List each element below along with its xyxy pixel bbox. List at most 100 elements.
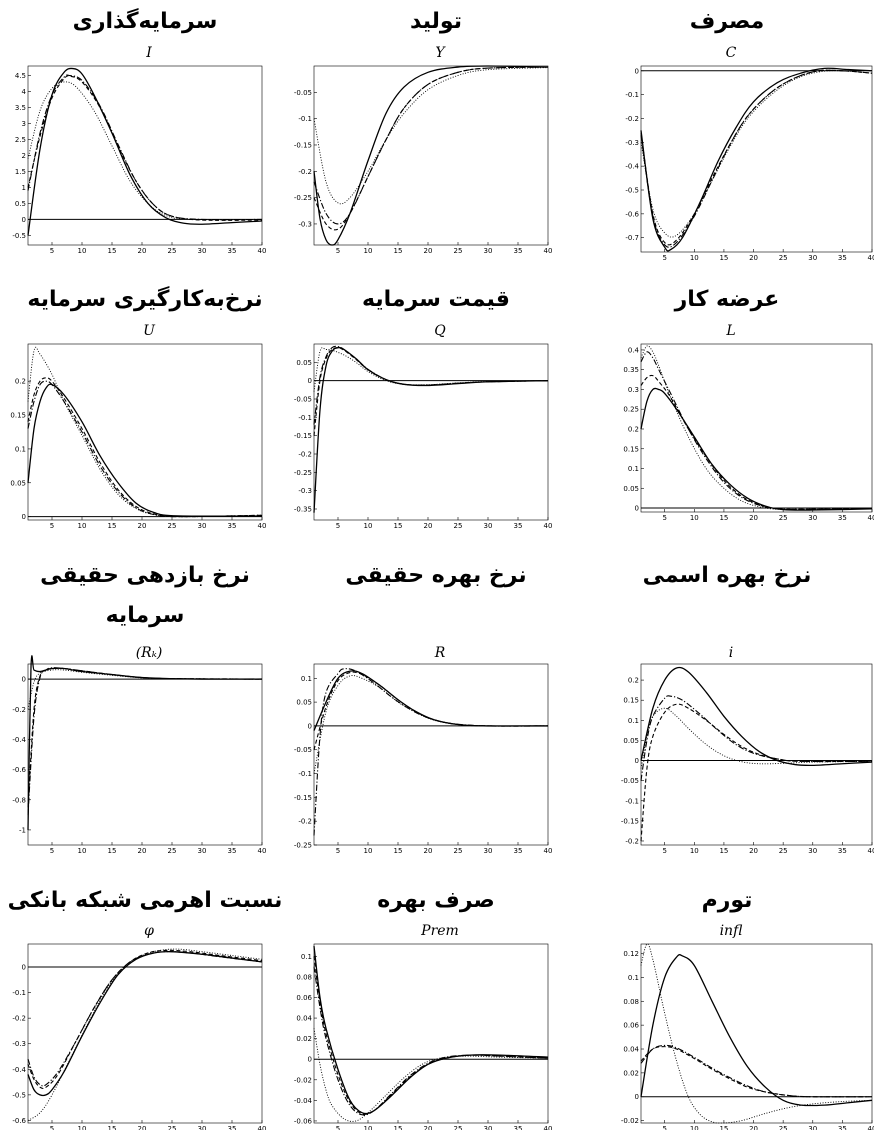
panel-6: عرضه کار L 0 0.05 0.1 0.15 0.2 0.25 0.3 0.35 0.4 5 1… [623,287,874,522]
x-tick-label: 35 [838,514,847,522]
y-tick-label: -0.1 [12,989,26,997]
x-tick-label: 15 [394,847,403,855]
panel-title: نرخ‌به‌کارگیری سرمایه [27,285,262,312]
x-tick-label: 20 [749,514,758,522]
series-line-dotted [27,346,263,518]
y-tick-label: -0.3 [298,220,312,228]
y-tick-label: -0.2 [625,837,639,845]
x-tick-label: 30 [198,247,207,255]
x-tick-label: 5 [336,1125,340,1130]
x-tick-label: 35 [514,247,523,255]
x-tick-label: 20 [749,254,758,262]
y-tick-label: -0.5 [625,187,639,195]
y-tick-label: -0.1 [625,797,639,805]
series-line-dotted [27,669,263,710]
x-tick-label: 35 [514,522,523,530]
panel-symbol: Q [434,323,446,339]
series-line-solid [640,954,873,1107]
y-tick-label: 0.25 [623,406,639,414]
series-line-dotted [27,81,263,221]
y-tick-label: -0.35 [294,506,312,514]
x-tick-label: 30 [198,1125,207,1130]
y-tick-label: -0.7 [625,234,639,242]
panel-title: صرف بهره [377,888,495,913]
y-tick-label: 0.1 [301,953,312,961]
panel-9: نرخ بهره اسمی i -0.2 -0.15 -0.1 -0.05 0 0.05 0.1… [621,563,874,855]
y-tick-label: -0.8 [12,796,26,804]
series-line-dotted [313,67,549,205]
y-tick-label: -0.02 [294,1076,312,1084]
x-tick-label: 10 [78,247,87,255]
y-tick-label: -0.25 [294,842,312,850]
panel-title-line2: سرمایه [106,603,185,628]
series-line-dashdot [313,345,549,425]
plot-frame [27,343,263,521]
series-line-dashdot [27,667,263,815]
y-tick-label: -0.05 [621,777,639,785]
y-tick-label: 1 [22,184,26,192]
series-line-dashdot [640,69,873,248]
x-tick-label: 20 [424,247,433,255]
panel-5: قیمت سرمایه Q -0.35 -0.3 -0.25 -0.2 -0.15 -0.1 -… [294,287,553,530]
series-line-dashed [640,1046,873,1098]
x-tick-label: 40 [868,254,874,262]
x-tick-label: 5 [662,1125,666,1130]
x-tick-label: 20 [138,847,147,855]
x-tick-label: 25 [168,1125,177,1130]
y-tick-label: 0 [635,505,639,513]
panel-12: تورم infl -0.02 0 0.02 0.04 0.06 0.08 0.1 0.12 5 10… [621,888,874,1133]
y-tick-label: 3 [22,120,26,128]
y-tick-label: -0.04 [294,1097,313,1105]
x-tick-label: 15 [394,1125,403,1130]
x-tick-label: 5 [662,514,666,522]
panel-symbol: R [434,645,446,661]
y-tick-label: 0.5 [15,200,26,208]
panel-symbol: Prem [420,923,459,939]
y-tick-label: 0.4 [628,346,640,354]
series-line-dashed [27,949,263,1090]
panel-symbol: L [725,323,735,339]
x-tick-label: 30 [198,522,207,530]
x-tick-label: 40 [868,514,874,522]
y-tick-label: 0.05 [623,485,639,493]
x-tick-label: 40 [868,847,874,855]
y-tick-label: 0.3 [628,386,639,394]
x-tick-label: 5 [662,847,666,855]
x-tick-label: 15 [108,1125,117,1130]
series-line-dashed [313,347,549,436]
x-tick-label: 30 [484,847,493,855]
y-tick-label: -0.1 [298,115,312,123]
x-tick-label: 10 [690,847,699,855]
x-tick-label: 35 [228,847,237,855]
y-tick-label: 0.1 [628,974,639,982]
y-tick-label: 0.1 [15,445,26,453]
panel-symbol: i [729,645,733,661]
y-tick-label: -0.5 [12,232,26,240]
series-line-dashdot [640,351,873,510]
x-tick-label: 40 [868,1125,874,1130]
y-tick-label: -0.1 [625,91,639,99]
y-tick-label: -0.06 [294,1117,313,1125]
y-tick-label: 4 [22,88,27,96]
x-tick-label: 20 [749,1125,758,1130]
y-tick-label: -0.05 [294,396,312,404]
x-tick-label: 40 [258,522,267,530]
panel-symbol: φ [144,923,154,939]
panel-2: تولید Y -0.3 -0.25 -0.2 -0.15 -0.1 -0.05 5 10 15 20… [294,9,553,255]
panel-symbol: U [143,323,156,339]
x-tick-label: 15 [719,254,728,262]
y-tick-label: -0.4 [12,1066,26,1074]
x-tick-label: 25 [454,522,463,530]
y-tick-label: 0 [635,1093,639,1101]
series-line-solid [640,666,873,767]
y-tick-label: 0.35 [623,366,639,374]
y-tick-label: -0.05 [294,746,312,754]
x-tick-label: 25 [779,847,788,855]
x-tick-label: 20 [424,1125,433,1130]
y-tick-label: -0.2 [625,115,639,123]
panel-10: نسبت اهرمی شبکه بانکی φ -0.6 -0.5 -0.4 -0.3 -0… [8,888,283,1133]
series-line-dashed [313,671,549,750]
y-tick-label: -0.15 [621,817,639,825]
x-tick-label: 35 [838,1125,847,1130]
